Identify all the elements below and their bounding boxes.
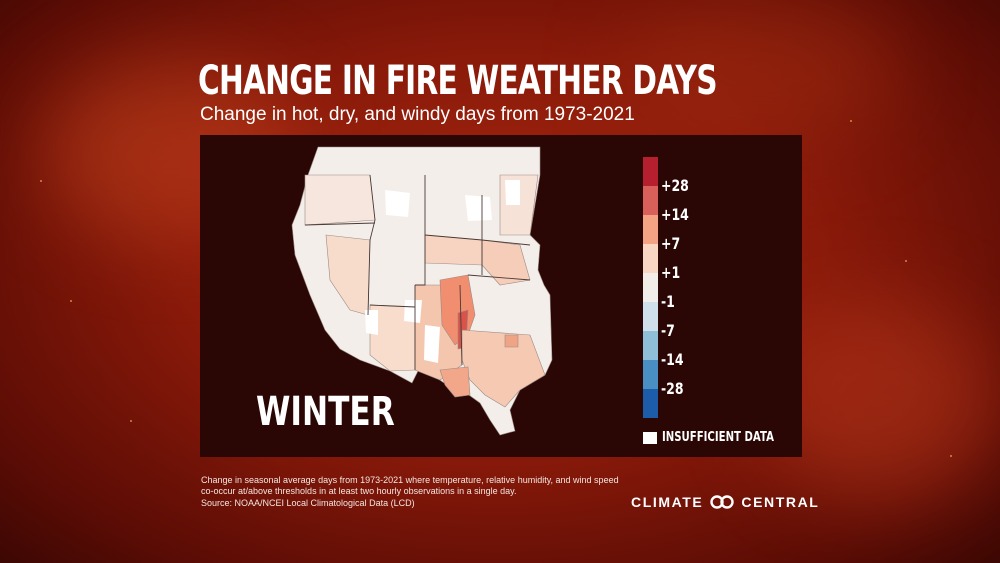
legend-label: +28 (661, 176, 689, 195)
insufficient-data-label: INSUFFICIENT DATA (662, 430, 774, 445)
legend-label: -14 (661, 350, 684, 369)
legend-swatch (643, 273, 658, 302)
ember (130, 420, 132, 422)
legend-label: +7 (661, 234, 681, 253)
map-region-nevada (325, 234, 371, 316)
brand-word-right: CENTRAL (741, 494, 820, 510)
map-region-texas (461, 329, 546, 408)
page-title: CHANGE IN FIRE WEATHER DAYS (198, 58, 718, 104)
map-region-west-texas (439, 366, 471, 398)
map-region-oklahoma-spot (504, 334, 519, 348)
insufficient-data-region (365, 310, 378, 335)
legend-swatch (643, 331, 658, 360)
map-panel: WINTER +28 +14 +7 +1 -1 -7 -14 -28 INSUFFICIENT… (200, 135, 802, 457)
legend-label: +1 (661, 263, 681, 282)
ember (950, 455, 952, 457)
methodology-note: Change in seasonal average days from 197… (201, 475, 619, 496)
color-scale-legend (643, 157, 658, 418)
insufficient-data-region (465, 195, 492, 221)
insufficient-data-region (424, 325, 440, 363)
ember (850, 120, 852, 122)
insufficient-data-region (505, 180, 520, 205)
source-note: Source: NOAA/NCEI Local Climatological D… (201, 498, 415, 508)
climate-central-brand: CLIMATE CENTRAL (631, 493, 819, 511)
legend-swatch (643, 215, 658, 244)
page-subtitle: Change in hot, dry, and windy days from … (200, 104, 635, 125)
legend-swatch (643, 157, 658, 186)
climate-central-logo-icon (710, 495, 735, 509)
background-glow (620, 0, 900, 140)
insufficient-data-region (385, 190, 410, 217)
ember (40, 180, 42, 182)
insufficient-data-swatch (643, 432, 657, 444)
legend-swatch (643, 360, 658, 389)
legend-label: -7 (661, 321, 675, 340)
map-region-oregon (304, 174, 376, 226)
ember (70, 300, 72, 302)
brand-word-left: CLIMATE (631, 494, 704, 510)
state-borders (304, 174, 531, 370)
legend-swatch (643, 186, 658, 215)
insufficient-data-region (404, 300, 422, 323)
season-label: WINTER (256, 389, 395, 435)
legend-label: -28 (661, 379, 684, 398)
legend-swatch (643, 244, 658, 273)
legend-label: +14 (661, 205, 689, 224)
western-us-map (291, 146, 553, 436)
insufficient-data-regions (365, 180, 520, 363)
legend-swatch (643, 389, 658, 418)
legend-label: -1 (661, 292, 675, 311)
legend-swatch (643, 302, 658, 331)
ember (905, 260, 907, 262)
